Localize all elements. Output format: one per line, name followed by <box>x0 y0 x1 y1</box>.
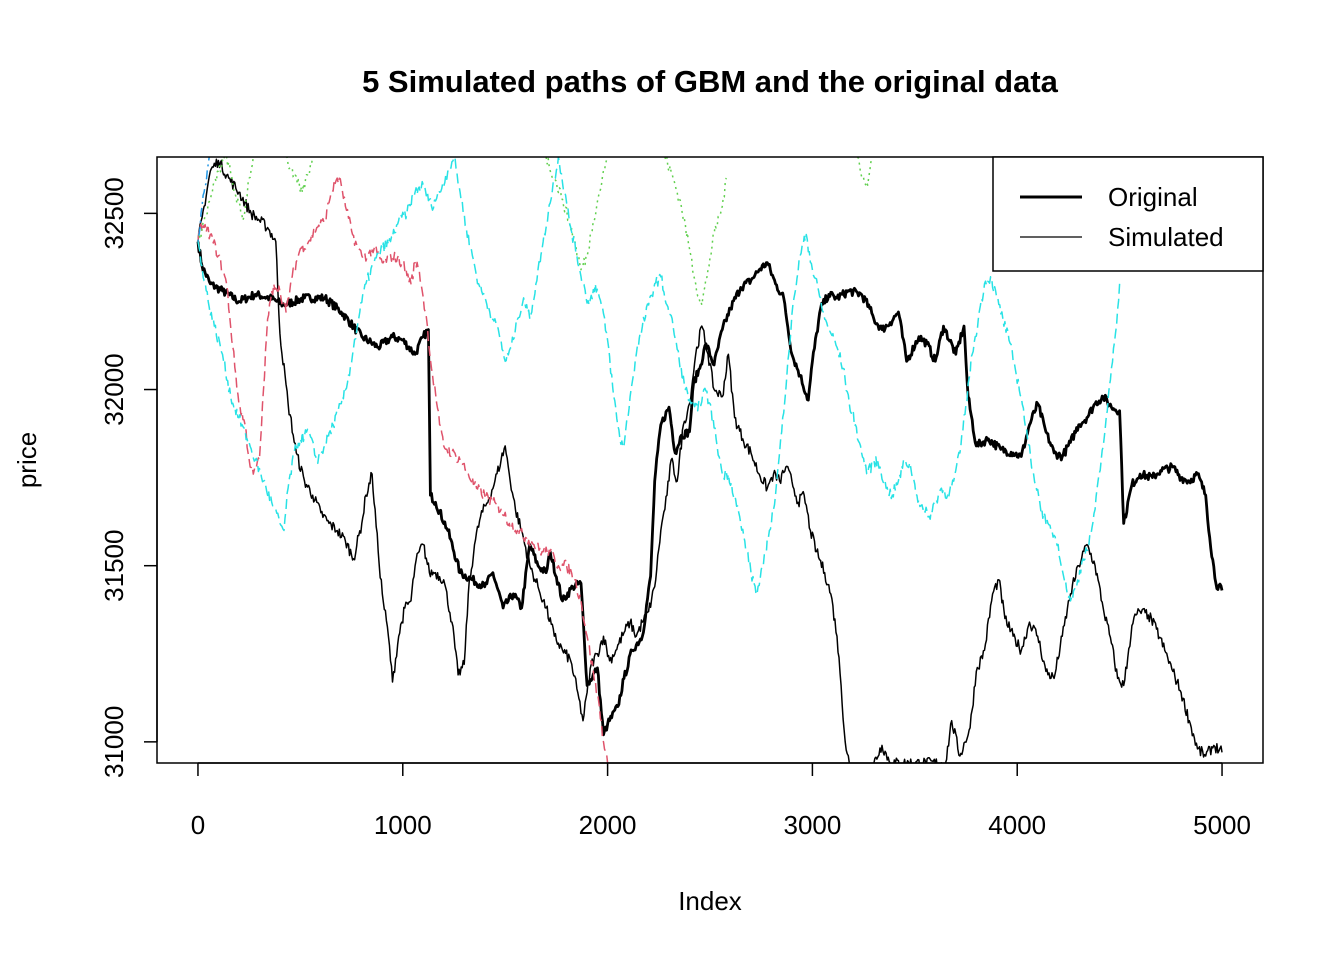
x-tick-label-1: 1000 <box>374 810 432 840</box>
x-tick-label-2: 2000 <box>579 810 637 840</box>
legend-simulated-label: Simulated <box>1108 222 1224 252</box>
legend: Original Simulated <box>992 156 1264 272</box>
legend-original-label: Original <box>1108 182 1198 212</box>
x-axis: 0 1000 2000 3000 4000 5000 <box>191 762 1251 840</box>
series-path-0 <box>196 241 1224 737</box>
y-tick-label-0: 31000 <box>99 706 129 778</box>
chart-title: 5 Simulated paths of GBM and the origina… <box>362 64 1059 99</box>
series-path-9 <box>197 157 1121 602</box>
series-path-4 <box>197 157 255 242</box>
y-tick-label-1: 31500 <box>99 530 129 602</box>
x-axis-label: Index <box>678 886 742 916</box>
series-path-1 <box>197 158 851 763</box>
series-path-10 <box>197 157 210 242</box>
legend-box <box>992 156 1264 272</box>
series-path-7 <box>664 157 728 306</box>
series-path-5 <box>285 157 314 194</box>
x-tick-label-3: 3000 <box>783 810 841 840</box>
x-tick-label-4: 4000 <box>988 810 1046 840</box>
y-tick-label-2: 32000 <box>99 353 129 425</box>
series-layer <box>196 157 1224 763</box>
series-path-8 <box>856 157 873 186</box>
series-path-3 <box>197 177 609 763</box>
x-tick-label-0: 0 <box>191 810 205 840</box>
series-path-2 <box>873 543 1223 763</box>
y-axis: 31000 31500 32000 32500 <box>99 177 158 778</box>
x-tick-label-5: 5000 <box>1193 810 1251 840</box>
series-path-6 <box>545 157 609 271</box>
y-axis-label: price <box>12 432 42 488</box>
y-tick-label-3: 32500 <box>99 177 129 249</box>
